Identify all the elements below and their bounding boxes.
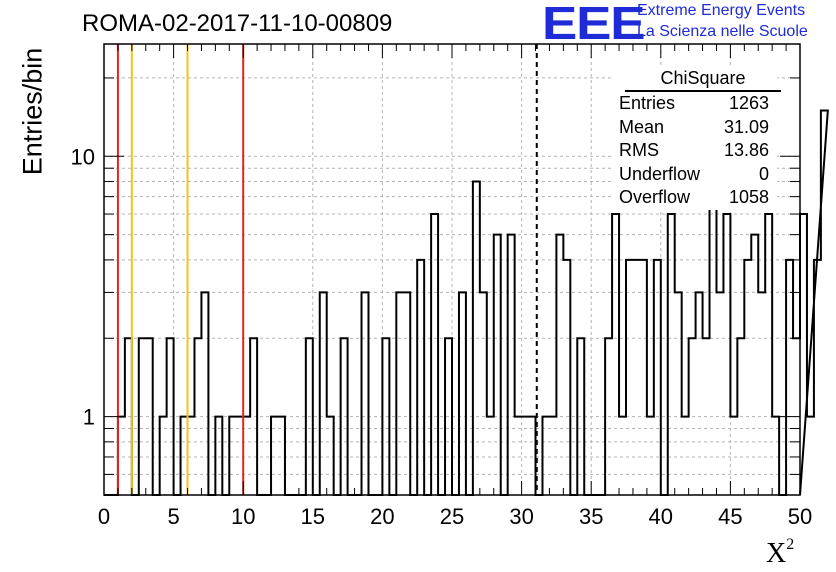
- histogram-bar: [744, 260, 751, 495]
- x-tick-label: 10: [231, 504, 255, 529]
- stats-box: ChiSquare Entries 1263 Mean 31.09 RMS 13…: [611, 66, 781, 210]
- stats-label: Underflow: [619, 163, 701, 184]
- stats-value: 31.09: [723, 116, 769, 137]
- stats-row: Underflow 0: [611, 163, 777, 187]
- stats-value: 1263: [728, 93, 769, 113]
- histogram-bar: [786, 260, 793, 495]
- x-tick-label: 15: [301, 504, 325, 529]
- stats-value: 1058: [728, 187, 769, 207]
- x-tick-label: 20: [370, 504, 394, 529]
- histogram-bar: [403, 292, 410, 495]
- histogram-bar: [758, 292, 765, 495]
- histogram-bar: [417, 260, 424, 495]
- histogram-bar: [362, 292, 369, 495]
- histogram-bar: [807, 417, 814, 495]
- histogram-bar: [201, 292, 208, 495]
- stats-value: 0: [758, 163, 769, 184]
- histogram-bar: [633, 260, 640, 495]
- stats-label: Mean: [619, 116, 665, 137]
- stats-label: Entries: [619, 93, 676, 113]
- histogram-bar: [765, 214, 772, 495]
- histogram-bar: [626, 260, 633, 495]
- stats-value: 13.86: [723, 140, 769, 160]
- chart-title: ROMA-02-2017-11-10-00809: [82, 10, 393, 37]
- histogram-bar: [751, 235, 758, 495]
- x-tick-label: 0: [98, 504, 110, 529]
- stats-row: RMS 13.86: [611, 139, 777, 163]
- histogram-bar: [640, 260, 647, 495]
- histogram-bar: [556, 235, 563, 495]
- x-tick-label: 40: [649, 504, 673, 529]
- x-tick-label: 50: [788, 504, 812, 529]
- x-axis-label: X2: [766, 536, 795, 570]
- histogram-bar: [612, 214, 619, 495]
- stats-label: Overflow: [619, 187, 691, 207]
- stats-row: Overflow 1058: [611, 186, 777, 210]
- histogram-bar: [696, 292, 703, 495]
- stats-row: Entries 1263: [611, 92, 777, 116]
- histogram-bar: [320, 292, 327, 495]
- histogram-bar: [508, 235, 515, 495]
- x-tick-label: 45: [718, 504, 742, 529]
- logo-line-2: La Scienza nelle Scuole: [637, 23, 808, 40]
- x-tick-label: 5: [167, 504, 179, 529]
- histogram-bar: [459, 292, 466, 495]
- y-tick-label: 10: [71, 144, 95, 169]
- histogram-bar: [668, 214, 675, 495]
- stats-row: Mean 31.09: [611, 116, 777, 140]
- eee-logo: EEE: [542, 0, 646, 49]
- x-tick-label: 25: [440, 504, 464, 529]
- stats-label: RMS: [619, 140, 659, 160]
- y-tick-label: 1: [83, 405, 95, 430]
- x-tick-label: 30: [509, 504, 533, 529]
- logo-line-1: Extreme Energy Events: [637, 2, 806, 19]
- histogram-bar: [723, 214, 730, 495]
- x-axis-label-base: X: [766, 538, 787, 569]
- histogram-bar: [716, 292, 723, 495]
- histogram-bar: [480, 292, 487, 495]
- stats-title: ChiSquare: [625, 66, 781, 92]
- histogram-bar: [431, 214, 438, 495]
- x-axis-label-superscript: 2: [786, 536, 795, 553]
- histogram-bar: [396, 292, 403, 495]
- histogram-bar: [675, 292, 682, 495]
- histogram-bar: [494, 235, 501, 495]
- histogram-bar: [654, 260, 661, 495]
- x-tick-label: 35: [579, 504, 603, 529]
- histogram-bar: [563, 260, 570, 495]
- y-axis-label: Entries/bin: [17, 47, 48, 176]
